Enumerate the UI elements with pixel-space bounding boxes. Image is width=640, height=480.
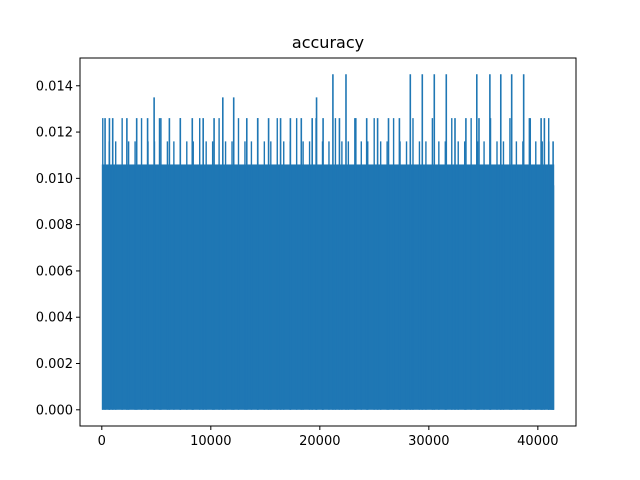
series-tail (550, 185, 555, 410)
y-tick-label: 0.004 (36, 311, 73, 326)
y-tick-label: 0.008 (36, 218, 73, 233)
y-tick-label: 0.000 (36, 403, 73, 418)
y-tick-label: 0.006 (36, 264, 73, 279)
x-tick-label: 10000 (190, 434, 231, 449)
y-tick-label: 0.010 (36, 172, 73, 187)
y-tick-label: 0.014 (36, 79, 73, 94)
y-tick-label: 0.012 (36, 126, 73, 141)
x-tick-label: 30000 (408, 434, 449, 449)
chart-title: accuracy (292, 33, 364, 52)
x-tick-label: 20000 (299, 434, 340, 449)
x-tick-label: 40000 (517, 434, 558, 449)
y-axis: 0.000 0.002 0.004 0.006 0.008 0.010 0.012 0.014 (36, 79, 80, 418)
axes-frame (79, 57, 577, 427)
plot-area (101, 74, 555, 410)
y-tick-label: 0.002 (36, 357, 73, 372)
x-axis: 0 10000 20000 30000 40000 (98, 426, 559, 449)
x-tick-label: 0 (98, 434, 106, 449)
